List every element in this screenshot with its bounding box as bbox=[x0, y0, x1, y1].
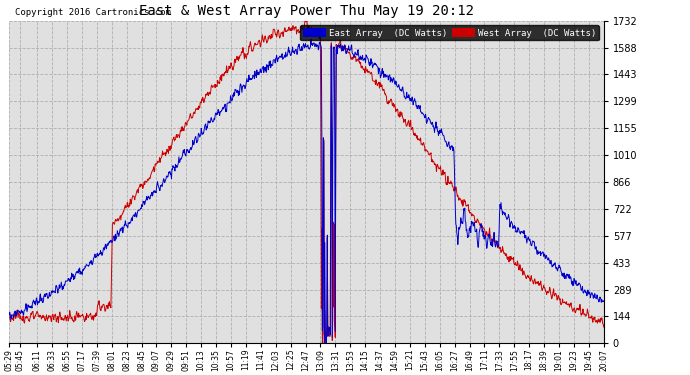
Legend: East Array  (DC Watts), West Array  (DC Watts): East Array (DC Watts), West Array (DC Wa… bbox=[300, 25, 599, 40]
Title: East & West Array Power Thu May 19 20:12: East & West Array Power Thu May 19 20:12 bbox=[139, 4, 474, 18]
Text: Copyright 2016 Cartronics.com: Copyright 2016 Cartronics.com bbox=[14, 8, 170, 17]
